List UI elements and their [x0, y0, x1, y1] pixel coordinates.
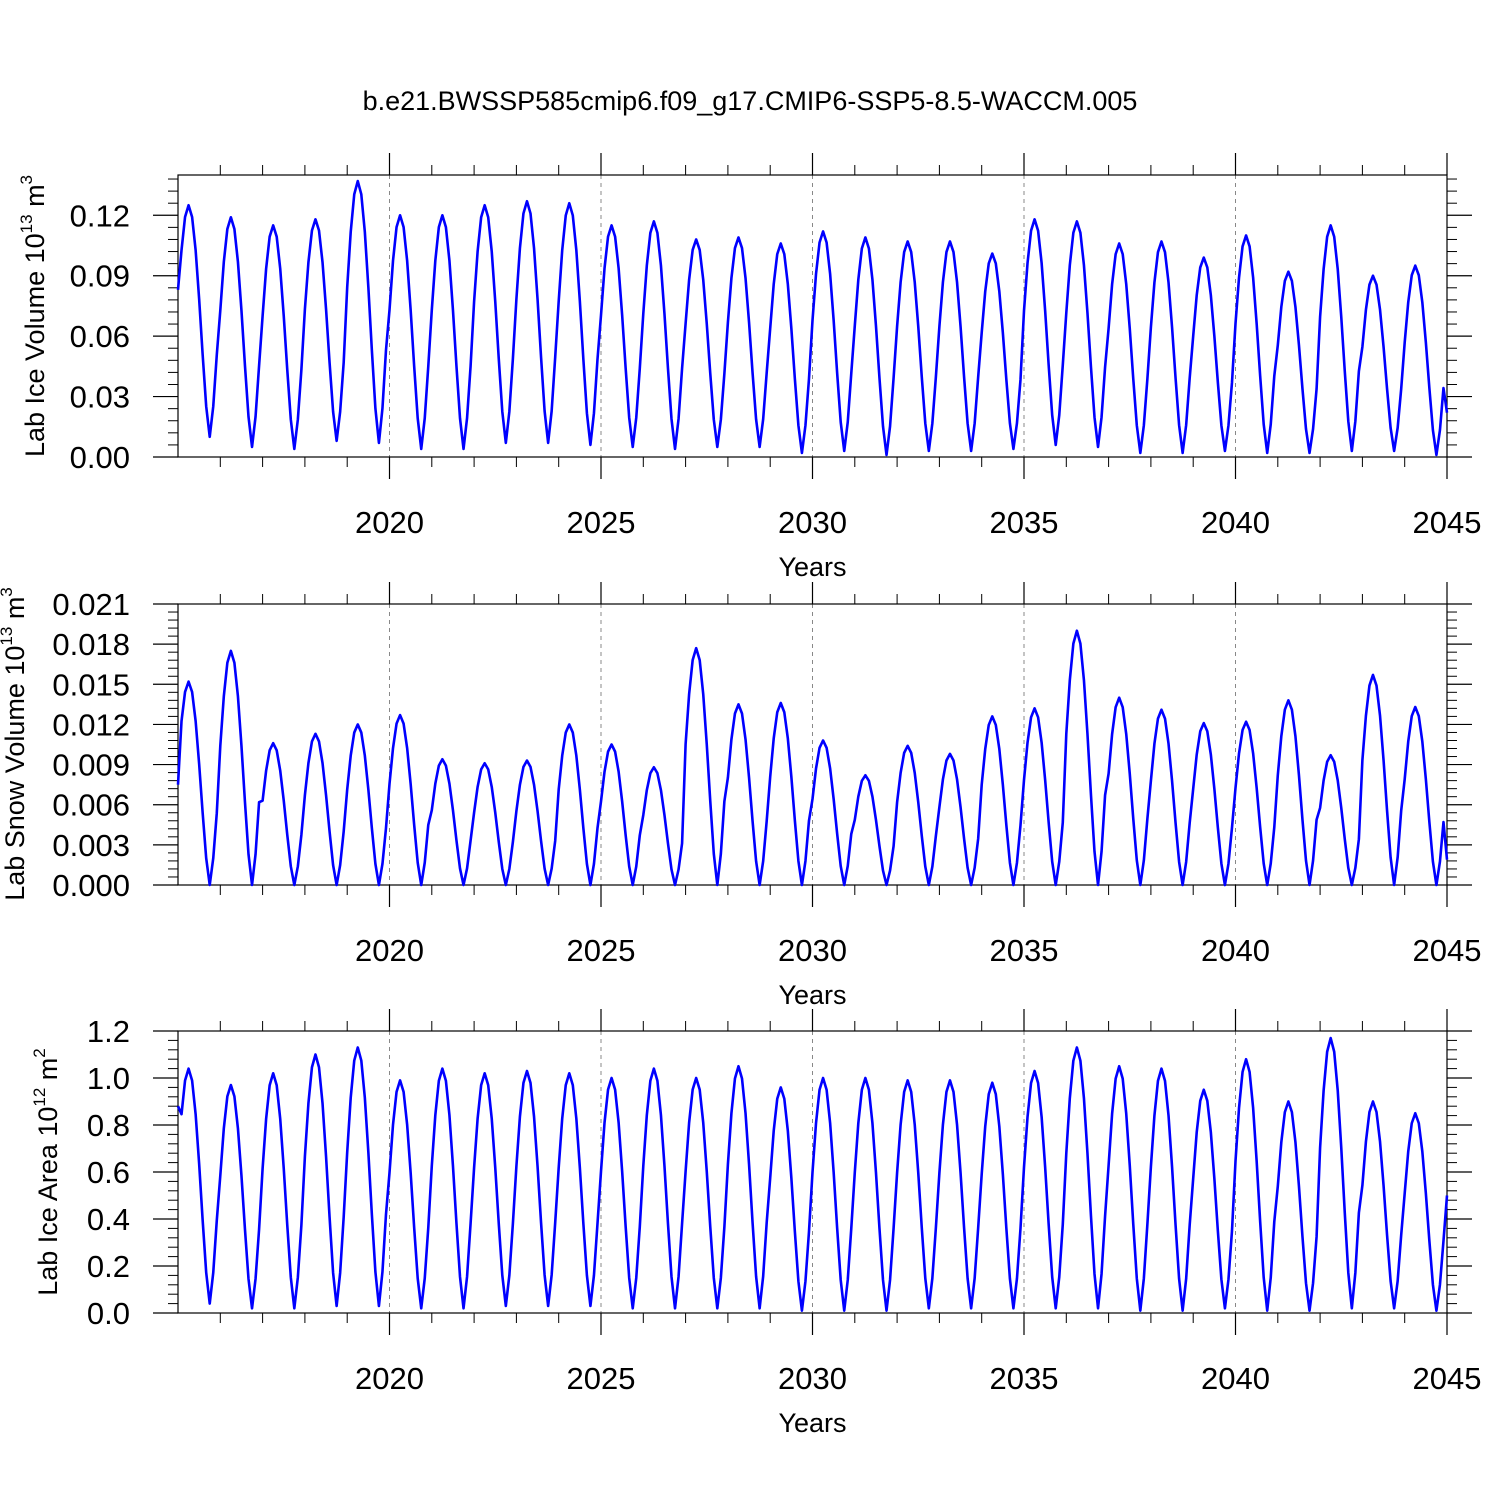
- x-tick-label: 2020: [355, 933, 424, 968]
- y-axis-title-unit-exponent: 3: [0, 587, 16, 596]
- x-tick-label: 2025: [567, 505, 636, 540]
- y-axis-title-unit-exponent: 2: [30, 1048, 49, 1057]
- y-tick-label: 0.12: [70, 198, 130, 233]
- x-tick-label: 2030: [778, 1361, 847, 1396]
- series-line: [176, 1036, 1449, 1312]
- y-axis-title: Lab Snow Volume 1013 m3: [0, 587, 30, 901]
- y-axis-title-prefix: Lab Snow Volume 10: [0, 646, 30, 901]
- x-tick-label: 2045: [1413, 933, 1482, 968]
- y-tick-label: 0.006: [52, 788, 130, 823]
- y-tick-label: 0.000: [52, 868, 130, 903]
- y-tick-label: 0.003: [52, 828, 130, 863]
- y-tick-label: 0.03: [70, 380, 130, 415]
- x-tick-label: 2025: [567, 933, 636, 968]
- y-tick-label: 0.6: [87, 1155, 130, 1190]
- y-axis-title-prefix: Lab Ice Area 10: [33, 1107, 63, 1296]
- y-tick-label: 1.0: [87, 1061, 130, 1096]
- y-axis-title-exponent: 13: [0, 627, 16, 646]
- x-tick-label: 2035: [990, 505, 1059, 540]
- x-axis-title: Years: [778, 980, 846, 1010]
- x-tick-label: 2020: [355, 1361, 424, 1396]
- y-tick-label: 0.015: [52, 667, 130, 702]
- x-tick-label: 2045: [1413, 1361, 1482, 1396]
- x-tick-label: 2030: [778, 933, 847, 968]
- x-tick-label: 2040: [1201, 505, 1270, 540]
- y-tick-label: 0.09: [70, 259, 130, 294]
- y-axis-title: Lab Ice Volume 1013 m3: [17, 175, 50, 457]
- x-tick-label: 2040: [1201, 933, 1270, 968]
- y-axis-title-unit: m: [0, 597, 30, 627]
- y-tick-label: 0.012: [52, 707, 130, 742]
- y-axis-title-unit: m: [33, 1058, 63, 1088]
- x-tick-label: 2025: [567, 1361, 636, 1396]
- series-line: [176, 629, 1449, 887]
- y-axis-title-exponent: 13: [17, 214, 36, 233]
- y-axis-title-prefix: Lab Ice Volume 10: [20, 233, 50, 457]
- x-tick-label: 2035: [990, 933, 1059, 968]
- chart-panel-1: 2020 2025 2030 2035 2040 2045 Years 0.00 0.03 0.0…: [17, 153, 1481, 582]
- y-tick-label: 1.2: [87, 1014, 130, 1049]
- x-axis-title: Years: [778, 1408, 846, 1438]
- y-tick-label: 0.018: [52, 627, 130, 662]
- y-axis-title-unit-exponent: 3: [17, 175, 36, 184]
- y-tick-label: 0.4: [87, 1202, 130, 1237]
- y-tick-label: 0.8: [87, 1108, 130, 1143]
- figure-title: b.e21.BWSSP585cmip6.f09_g17.CMIP6-SSP5-8…: [363, 86, 1138, 116]
- x-tick-label: 2020: [355, 505, 424, 540]
- x-tick-label: 2045: [1413, 505, 1482, 540]
- chart-panel-2: 2020 2025 2030 2035 2040 2045 Years 0.000 0.003 0…: [0, 582, 1481, 1010]
- y-tick-label: 0.0: [87, 1296, 130, 1331]
- x-axis-title: Years: [778, 552, 846, 582]
- x-tick-label: 2040: [1201, 1361, 1270, 1396]
- y-axis-title-exponent: 12: [30, 1088, 49, 1107]
- series-line: [176, 179, 1449, 457]
- y-tick-label: 0.06: [70, 319, 130, 354]
- y-tick-label: 0.009: [52, 748, 130, 783]
- chart-panel-3: 2020 2025 2030 2035 2040 2045 Years 0.0 0.2 0.4 0.…: [30, 1009, 1481, 1438]
- y-tick-label: 0.2: [87, 1249, 130, 1284]
- y-axis-title: Lab Ice Area 1012 m2: [30, 1048, 63, 1296]
- y-tick-label: 0.00: [70, 440, 130, 475]
- x-tick-label: 2030: [778, 505, 847, 540]
- x-tick-label: 2035: [990, 1361, 1059, 1396]
- y-axis-title-unit: m: [20, 184, 50, 214]
- y-tick-label: 0.021: [52, 587, 130, 622]
